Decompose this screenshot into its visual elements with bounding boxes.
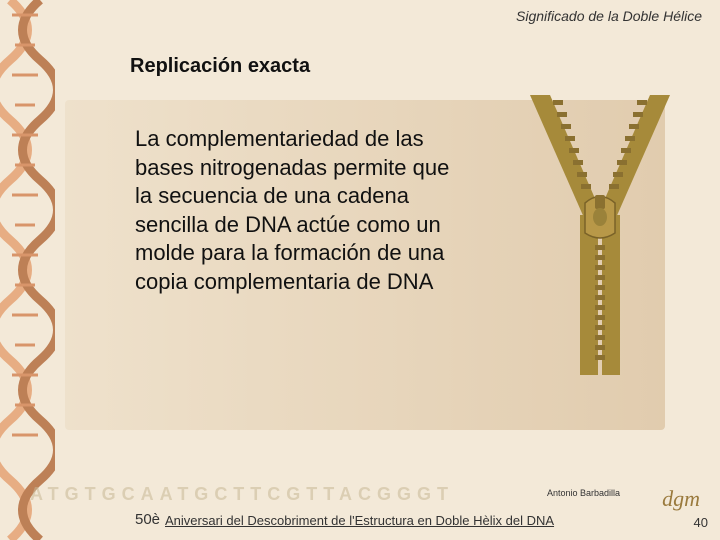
body-paragraph: La complementariedad de las bases nitrog… xyxy=(135,125,465,297)
subtitle: Replicación exacta xyxy=(130,55,310,78)
dna-sequence-background: ATGTGCAATGCTTCGTTACGGGT xyxy=(30,484,454,505)
header-title: Significado de la Doble Hélice xyxy=(516,8,702,24)
footer-anniversary-text: Aniversari del Descobriment de l'Estruct… xyxy=(165,513,554,528)
page-number: 40 xyxy=(694,515,708,530)
author-credit: Antonio Barbadilla xyxy=(547,488,620,498)
dna-helix-decoration xyxy=(0,0,55,540)
dgm-logo: dgm xyxy=(662,486,700,512)
footer-anniversary-number: 50è xyxy=(135,511,160,528)
